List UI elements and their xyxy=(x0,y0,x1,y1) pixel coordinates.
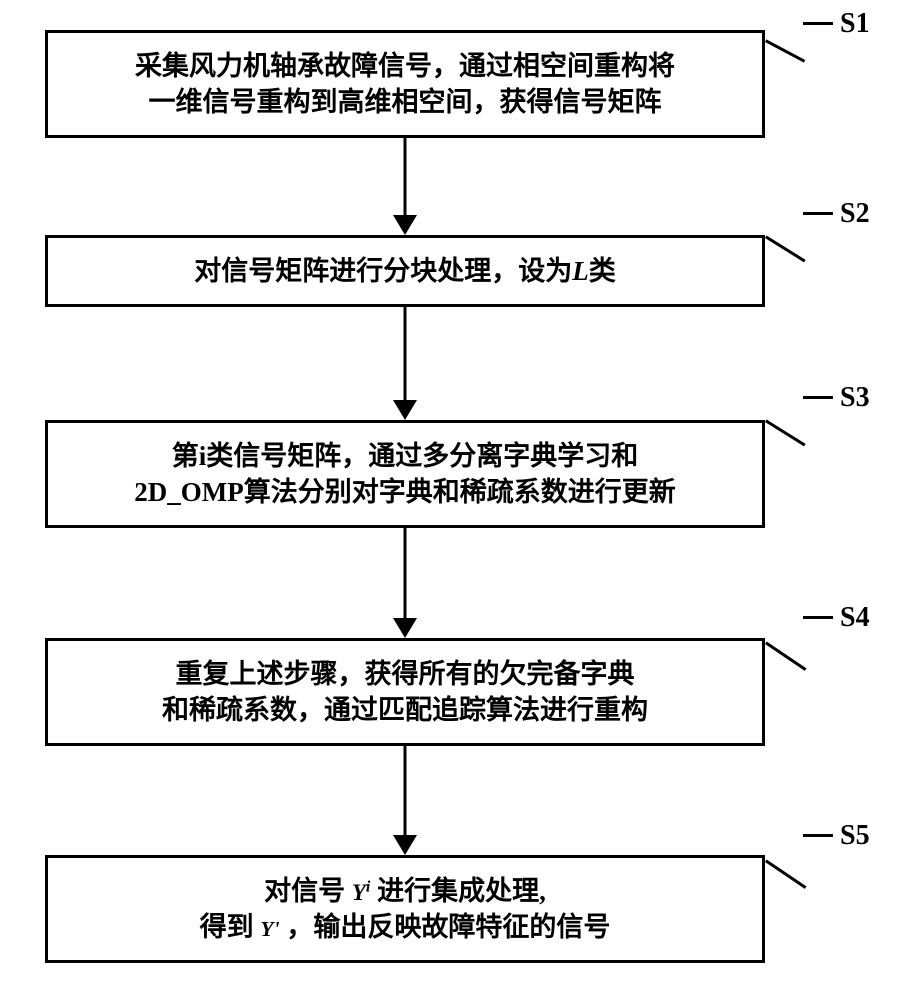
arrow-3-shaft xyxy=(404,528,407,618)
step-s4-line1: 重复上述步骤，获得所有的欠完备字典 xyxy=(176,659,635,689)
arrow-4-head xyxy=(393,835,417,855)
arrow-2-shaft xyxy=(404,307,407,400)
step-s5-l1pre: 对信号 xyxy=(264,876,345,906)
step-s1-label: S1 xyxy=(840,8,870,40)
step-s3-line1: 第i类信号矩阵，通过多分离字典学习和 xyxy=(172,441,639,471)
step-s2-pre: 对信号矩阵进行分块处理，设为 xyxy=(194,256,572,286)
arrow-1-shaft xyxy=(404,138,407,215)
step-s4-box: 重复上述步骤，获得所有的欠完备字典 和稀疏系数，通过匹配追踪算法进行重构 xyxy=(45,638,765,746)
step-s5-lead-h xyxy=(803,834,833,837)
step-s3-lead-h xyxy=(803,396,833,399)
step-s1-box: 采集风力机轴承故障信号，通过相空间重构将 一维信号重构到高维相空间，获得信号矩阵 xyxy=(45,30,765,138)
step-s5-l1sym: Yi xyxy=(352,880,370,905)
step-s5-l2pre: 得到 xyxy=(200,912,254,942)
step-s4-line2: 和稀疏系数，通过匹配追踪算法进行重构 xyxy=(162,695,648,725)
step-s5-label: S5 xyxy=(840,820,870,852)
step-s2-ital: L xyxy=(572,256,589,286)
arrow-3-head xyxy=(393,618,417,638)
step-s2-lead-d xyxy=(765,235,806,262)
step-s5-box: 对信号 Yi 进行集成处理, 得到 Y' ，输出反映故障特征的信号 xyxy=(45,855,765,963)
step-s1-line1: 采集风力机轴承故障信号，通过相空间重构将 xyxy=(135,51,675,81)
step-s2-lead-h xyxy=(803,212,833,215)
step-s3-box: 第i类信号矩阵，通过多分离字典学习和 2D_OMP算法分别对字典和稀疏系数进行更… xyxy=(45,420,765,528)
step-s3-lead-d xyxy=(765,419,806,446)
arrow-4-shaft xyxy=(404,746,407,835)
step-s1-text: 采集风力机轴承故障信号，通过相空间重构将 一维信号重构到高维相空间，获得信号矩阵 xyxy=(135,48,675,121)
step-s2-text: 对信号矩阵进行分块处理，设为L类 xyxy=(194,253,616,289)
flowchart-canvas: 采集风力机轴承故障信号，通过相空间重构将 一维信号重构到高维相空间，获得信号矩阵… xyxy=(0,0,906,1000)
step-s5-l1post: 进行集成处理, xyxy=(377,876,546,906)
step-s4-label: S4 xyxy=(840,602,870,634)
step-s2-post: 类 xyxy=(589,256,616,286)
step-s5-lead-d xyxy=(765,860,806,889)
step-s1-lead-h xyxy=(803,22,833,25)
step-s3-label: S3 xyxy=(840,382,870,414)
step-s2-box: 对信号矩阵进行分块处理，设为L类 xyxy=(45,235,765,307)
step-s3-line2: 2D_OMP算法分别对字典和稀疏系数进行更新 xyxy=(134,477,675,507)
step-s5-l2sym: Y' xyxy=(260,917,279,941)
step-s2-label: S2 xyxy=(840,198,870,230)
step-s4-lead-d xyxy=(765,642,806,671)
step-s5-l2post: ，输出反映故障特征的信号 xyxy=(286,912,610,942)
step-s1-line2: 一维信号重构到高维相空间，获得信号矩阵 xyxy=(149,87,662,117)
step-s5-text: 对信号 Yi 进行集成处理, 得到 Y' ，输出反映故障特征的信号 xyxy=(200,873,611,946)
step-s4-lead-h xyxy=(803,616,833,619)
step-s1-lead-d xyxy=(765,39,805,62)
step-s4-text: 重复上述步骤，获得所有的欠完备字典 和稀疏系数，通过匹配追踪算法进行重构 xyxy=(162,656,648,729)
arrow-2-head xyxy=(393,400,417,420)
step-s3-text: 第i类信号矩阵，通过多分离字典学习和 2D_OMP算法分别对字典和稀疏系数进行更… xyxy=(134,438,675,511)
arrow-1-head xyxy=(393,215,417,235)
